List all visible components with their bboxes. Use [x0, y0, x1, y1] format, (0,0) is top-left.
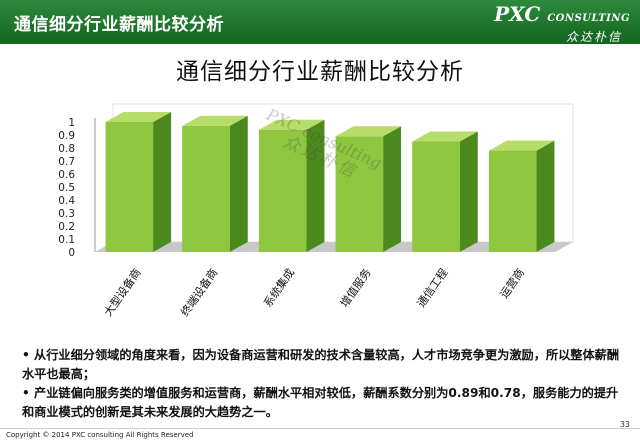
bar	[182, 125, 230, 252]
bar-top	[258, 119, 325, 130]
bar-side	[306, 119, 325, 252]
page-number: 33	[619, 420, 630, 429]
copyright-text: Copyright © 2014 PXC consulting All Righ…	[6, 431, 194, 439]
bar-top	[335, 126, 402, 137]
footer-divider	[0, 428, 640, 429]
bullet-item: • 从行业细分领域的角度来看，因为设备商运营和研发的技术含量较高，人才市场竞争更…	[22, 348, 620, 381]
bar	[412, 141, 460, 252]
x-tick-label: 系统集成	[260, 266, 297, 310]
y-tick-label: 0.6	[58, 169, 75, 181]
header-title: 通信细分行业薪酬比较分析	[14, 15, 224, 35]
bar-top	[488, 140, 555, 151]
bullet-list: • 从行业细分领域的角度来看，因为设备商运营和研发的技术含量较高，人才市场竞争更…	[22, 346, 622, 422]
y-tick-label: 0.8	[58, 143, 75, 155]
y-tick-label: 0.9	[58, 130, 75, 142]
bar-side	[229, 115, 248, 253]
y-tick-label: 0.4	[58, 195, 75, 207]
bar-top	[412, 131, 478, 142]
header-bar: 通信细分行业薪酬比较分析 PXC CONSULTING 众达朴信	[0, 0, 640, 44]
x-tick-label: 大型设备商	[101, 266, 144, 319]
bar-side	[536, 140, 555, 252]
y-tick-label: 0.7	[58, 156, 75, 168]
bar	[105, 122, 154, 252]
x-tick-label: 通信工程	[415, 266, 451, 309]
bar-top	[105, 112, 172, 122]
y-tick-label: 0.2	[58, 221, 75, 233]
logo-main-text: PXC	[494, 2, 541, 26]
x-tick-label: 增值服务	[337, 266, 374, 310]
bar-side	[459, 131, 478, 252]
bar-side	[383, 126, 402, 252]
bar	[335, 136, 384, 252]
y-tick-label: 1	[68, 117, 75, 129]
bar	[258, 129, 307, 252]
bar-top	[182, 115, 248, 126]
bar	[488, 150, 537, 252]
bar-side	[153, 112, 172, 252]
y-tick-label: 0	[68, 247, 75, 259]
chart-title: 通信细分行业薪酬比较分析	[176, 59, 464, 85]
pxc-logo: PXC CONSULTING 众达朴信	[480, 2, 630, 44]
logo-small-text: CONSULTING	[547, 13, 630, 24]
y-tick-label: 0.3	[58, 208, 75, 220]
y-tick-label: 0.5	[58, 182, 75, 194]
x-tick-label: 运营商	[497, 266, 527, 301]
logo-sub-text: 众达朴信	[565, 30, 622, 44]
y-tick-label: 0.1	[58, 234, 75, 246]
bar-chart: 00.10.20.30.40.50.60.70.80.91 大型设备商 终端设备商系…	[58, 103, 574, 319]
x-tick-label: 终端设备商	[177, 266, 220, 319]
bullet-item: • 产业链偏向服务类的增值服务和运营商，薪酬水平相对较低，薪酬系数分别为0.89…	[22, 386, 619, 419]
